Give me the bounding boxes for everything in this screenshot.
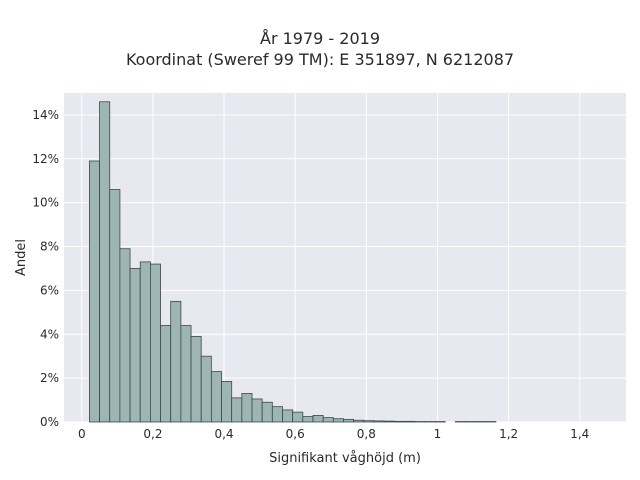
histogram-bar — [404, 420, 416, 423]
y-tick-label: 14% — [32, 108, 59, 122]
histogram-bar — [221, 381, 233, 423]
histogram-bar — [282, 409, 294, 423]
histogram-bar — [129, 268, 141, 423]
histogram-bar — [383, 420, 395, 423]
x-tick-label: 0 — [78, 427, 86, 441]
y-tick-label: 0% — [40, 415, 59, 429]
histogram-bar — [190, 336, 202, 423]
x-tick-label: 0,2 — [143, 427, 162, 441]
chart-title: År 1979 - 2019 — [260, 29, 380, 48]
histogram-bar — [241, 393, 253, 423]
histogram-bar — [292, 411, 304, 423]
histogram-bar — [332, 418, 344, 423]
y-tick-label: 12% — [32, 152, 59, 166]
histogram-bar — [373, 420, 385, 423]
histogram-bar — [119, 248, 131, 423]
y-tick-label: 10% — [32, 196, 59, 210]
histogram-bar — [393, 420, 405, 423]
y-tick-label: 6% — [40, 283, 59, 297]
x-tick-label: 0,6 — [286, 427, 305, 441]
histogram-bar — [271, 406, 283, 423]
histogram-bar — [312, 415, 324, 423]
y-tick-label: 2% — [40, 371, 59, 385]
histogram-bar — [353, 419, 365, 423]
histogram-bar — [261, 401, 273, 423]
histogram-bar — [343, 418, 355, 423]
x-tick-label: 0,4 — [215, 427, 234, 441]
x-tick-label: 1,4 — [570, 427, 589, 441]
histogram-bars — [88, 101, 497, 423]
x-tick-label: 0,8 — [357, 427, 376, 441]
x-tick-labels: 0 0,2 0,4 0,6 0,8 1 1,2 1,4 — [78, 427, 589, 441]
histogram-bar — [231, 397, 243, 423]
histogram-bar — [200, 355, 212, 423]
histogram-bar — [170, 300, 182, 423]
histogram-bar — [88, 160, 100, 423]
y-tick-label: 8% — [40, 240, 59, 254]
histogram-bar — [322, 417, 334, 423]
histogram-bar — [149, 263, 161, 423]
histogram-bar — [160, 325, 172, 423]
histogram-bar — [180, 325, 192, 423]
histogram-bar — [99, 101, 111, 423]
histogram-bar — [251, 398, 263, 423]
histogram-bar — [210, 371, 222, 423]
histogram-bar — [109, 189, 121, 423]
y-tick-labels: 0% 2% 4% 6% 8% 10% 12% 14% — [32, 108, 59, 429]
x-tick-label: 1 — [434, 427, 442, 441]
x-axis-label: Signifikant våghöjd (m) — [269, 451, 421, 466]
histogram-bar — [139, 261, 151, 423]
y-axis-label: Andel — [14, 239, 29, 276]
histogram-bar — [363, 420, 375, 423]
histogram-bar — [302, 416, 314, 423]
chart-subtitle: Koordinat (Sweref 99 TM): E 351897, N 62… — [125, 50, 515, 69]
y-tick-label: 4% — [40, 327, 59, 341]
x-tick-label: 1,2 — [499, 427, 518, 441]
